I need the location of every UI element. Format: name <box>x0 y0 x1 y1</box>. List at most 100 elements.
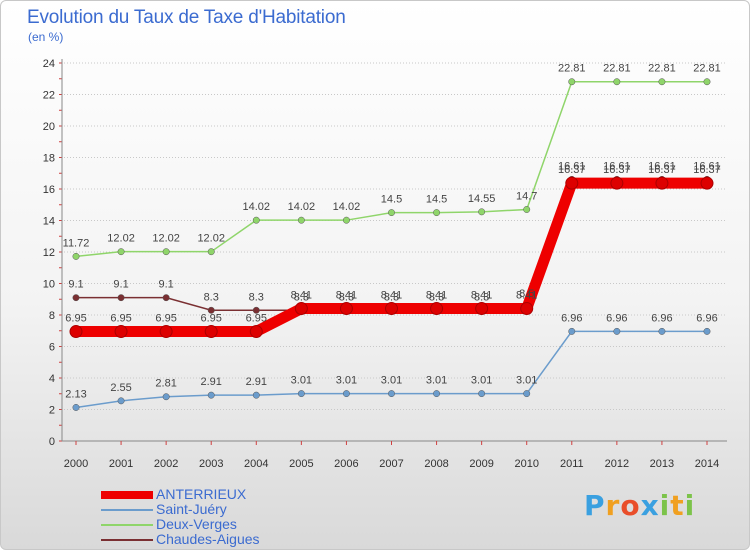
data-label: 22.81 <box>558 63 586 75</box>
data-point <box>72 294 80 302</box>
legend-swatch <box>101 491 153 499</box>
data-point <box>655 176 669 190</box>
data-label: 16.61 <box>603 160 631 172</box>
data-point <box>523 390 531 398</box>
legend-item-saint-juery: Saint-Juéry <box>101 501 361 517</box>
data-point <box>478 208 486 216</box>
data-point <box>114 325 128 339</box>
data-label: 6.96 <box>561 312 582 324</box>
legend-label: ANTERRIEUX <box>156 486 247 502</box>
x-tick-label: 2008 <box>424 458 448 470</box>
data-point <box>478 390 486 398</box>
data-point <box>294 302 308 316</box>
data-label: 9.1 <box>68 279 83 291</box>
data-label: 2.81 <box>155 378 176 390</box>
data-label: 14.02 <box>288 201 316 213</box>
data-point <box>72 252 80 260</box>
y-tick-label: 0 <box>49 436 55 448</box>
data-label: 3.01 <box>426 375 447 387</box>
x-tick-label: 2010 <box>514 458 538 470</box>
data-point <box>703 78 711 86</box>
data-label: 6.96 <box>651 312 672 324</box>
x-tick-label: 2004 <box>244 458 268 470</box>
data-point <box>565 176 579 190</box>
data-label: 11.72 <box>63 237 90 249</box>
legend-label: Chaudes-Aigues <box>156 531 260 547</box>
data-label: 3.01 <box>336 375 357 387</box>
data-label: 14.7 <box>516 190 537 202</box>
y-tick-label: 14 <box>43 216 55 228</box>
data-point <box>658 327 666 335</box>
data-point <box>117 248 125 256</box>
data-point <box>433 390 441 398</box>
data-label: 16.61 <box>558 160 586 172</box>
data-label: 3.01 <box>291 375 312 387</box>
data-label: 8.3 <box>339 291 354 303</box>
data-point <box>252 391 260 399</box>
y-tick-label: 22 <box>43 90 55 102</box>
data-point <box>342 216 350 224</box>
data-point <box>252 306 260 314</box>
data-label: 6.95 <box>201 313 222 325</box>
data-point <box>162 248 170 256</box>
data-label: 2.91 <box>246 376 267 388</box>
data-label: 8.3 <box>204 291 219 303</box>
data-point <box>523 206 531 213</box>
data-label: 16.61 <box>693 160 721 172</box>
x-tick-label: 2013 <box>650 458 674 470</box>
x-tick-label: 2006 <box>334 458 358 470</box>
data-label: 22.81 <box>693 63 721 75</box>
data-point <box>568 327 576 335</box>
data-point <box>207 248 215 256</box>
data-point <box>72 404 80 411</box>
unit-label: (en %) <box>28 30 64 44</box>
data-point <box>162 294 170 302</box>
data-point <box>388 390 395 398</box>
data-label: 12.02 <box>107 233 135 245</box>
y-tick-label: 8 <box>49 310 55 322</box>
data-point <box>610 176 624 190</box>
legend-item-anterrieux: ANTERRIEUX <box>101 486 361 502</box>
data-label: 8.41 <box>336 290 357 302</box>
data-label: 14.02 <box>333 201 361 213</box>
data-point <box>297 216 305 224</box>
data-point <box>159 325 173 339</box>
data-label: 14.55 <box>468 193 496 205</box>
x-tick-label: 2001 <box>109 458 133 470</box>
legend-swatch <box>101 509 153 511</box>
data-label: 8.3 <box>249 291 264 303</box>
x-tick-label: 2009 <box>469 458 493 470</box>
data-label: 16.37 <box>603 164 631 176</box>
data-label: 3.01 <box>516 375 537 387</box>
legend-label: Deux-Verges <box>156 516 237 532</box>
legend-label: Saint-Juéry <box>156 501 227 517</box>
legend-swatch <box>101 539 153 541</box>
data-point <box>162 393 170 401</box>
legend-item-deux-verges: Deux-Verges <box>101 516 361 532</box>
data-point <box>520 302 534 316</box>
data-label: 8.3 <box>474 291 489 303</box>
data-point <box>700 176 714 190</box>
y-tick-label: 12 <box>43 247 55 259</box>
data-point <box>339 302 353 316</box>
data-label: 3.01 <box>471 375 492 387</box>
data-label: 8.3 <box>384 291 399 303</box>
series-layer <box>69 78 714 411</box>
data-point <box>388 209 395 217</box>
data-point <box>117 397 125 405</box>
legend-item-chaudes-aigues: Chaudes-Aigues <box>101 531 361 547</box>
data-label: 6.96 <box>606 312 627 324</box>
data-label: 12.02 <box>152 233 180 245</box>
data-label: 6.95 <box>110 313 131 325</box>
data-label: 12.02 <box>197 233 225 245</box>
data-label: 8.5 <box>519 288 534 300</box>
data-label: 3.01 <box>381 375 402 387</box>
y-tick-label: 4 <box>49 373 55 385</box>
data-label: 6.95 <box>65 313 86 325</box>
y-tick-label: 2 <box>49 405 55 417</box>
data-point <box>568 78 576 86</box>
data-label: 6.95 <box>155 313 176 325</box>
data-label: 14.02 <box>243 201 271 213</box>
